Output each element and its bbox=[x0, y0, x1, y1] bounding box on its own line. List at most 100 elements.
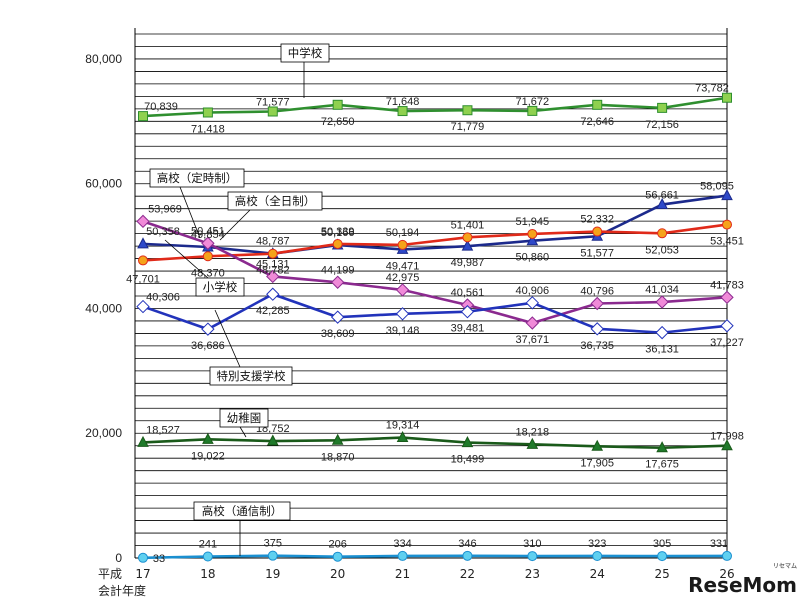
callout-leader bbox=[214, 309, 241, 368]
data-label: 37,227 bbox=[710, 337, 744, 349]
data-label: 71,577 bbox=[256, 96, 290, 108]
data-point bbox=[396, 430, 409, 443]
data-point bbox=[201, 322, 215, 336]
series-name-label: 小学校 bbox=[203, 280, 238, 294]
data-point bbox=[527, 228, 538, 239]
callout-leader bbox=[239, 426, 247, 438]
data-label: 36,735 bbox=[580, 340, 614, 352]
data-point bbox=[462, 232, 473, 243]
x-tick-label: 18 bbox=[200, 567, 215, 581]
data-point bbox=[266, 434, 279, 446]
data-point bbox=[722, 219, 732, 230]
x-tick-label: 26 bbox=[719, 567, 734, 581]
data-point bbox=[332, 238, 343, 249]
watermark-sub: リセマム bbox=[773, 563, 797, 570]
data-label: 375 bbox=[264, 538, 282, 550]
data-label: 52,053 bbox=[645, 244, 679, 256]
callout-leader bbox=[219, 209, 251, 241]
data-point bbox=[267, 248, 278, 259]
data-label: 310 bbox=[523, 538, 541, 550]
data-label: 73,782 bbox=[695, 83, 729, 95]
series-name-label: 高校（通信制） bbox=[202, 504, 283, 518]
series-line bbox=[142, 96, 728, 118]
data-label: 18,499 bbox=[451, 454, 485, 466]
data-label: 45,131 bbox=[256, 258, 290, 270]
callout-box bbox=[219, 408, 269, 428]
data-point bbox=[330, 310, 345, 324]
data-label: 17,998 bbox=[710, 431, 744, 443]
data-point bbox=[722, 550, 732, 561]
data-point bbox=[461, 239, 474, 251]
data-label: 72,650 bbox=[321, 116, 355, 128]
data-label: 71,648 bbox=[386, 96, 420, 108]
x-tick-label: 21 bbox=[395, 567, 410, 581]
data-point bbox=[395, 307, 410, 321]
data-point bbox=[526, 437, 539, 449]
data-point bbox=[592, 550, 603, 561]
data-label: 40,906 bbox=[516, 285, 550, 297]
data-point bbox=[266, 269, 280, 284]
data-label: 71,779 bbox=[451, 121, 485, 133]
data-label: 42,285 bbox=[256, 305, 290, 317]
data-point bbox=[138, 552, 148, 563]
data-label: 18,218 bbox=[516, 426, 550, 438]
data-label: 48,782 bbox=[256, 265, 290, 277]
data-label: 19,022 bbox=[191, 450, 225, 462]
data-label: 19,314 bbox=[386, 420, 420, 432]
data-label: 49,471 bbox=[386, 260, 420, 272]
data-label: 52,332 bbox=[580, 214, 614, 226]
data-label: 51,577 bbox=[580, 247, 614, 259]
data-label: 36,686 bbox=[191, 340, 225, 352]
data-label: 71,418 bbox=[191, 123, 225, 135]
data-label: 72,156 bbox=[645, 119, 679, 131]
data-point bbox=[331, 433, 344, 445]
data-label: 305 bbox=[653, 538, 671, 550]
data-point bbox=[721, 189, 733, 201]
data-label: 40,796 bbox=[580, 286, 614, 298]
x-tick-label: 17 bbox=[135, 567, 150, 581]
callout-box bbox=[209, 366, 293, 386]
data-label: 49,854 bbox=[191, 229, 225, 241]
data-label: 51,401 bbox=[451, 219, 485, 231]
data-label: 40,306 bbox=[146, 292, 180, 304]
watermark-main: ReseMom bbox=[688, 573, 797, 597]
data-label: 56,661 bbox=[645, 190, 679, 202]
series-line bbox=[142, 220, 728, 325]
data-point bbox=[267, 550, 278, 561]
data-point bbox=[202, 251, 213, 262]
data-label: 334 bbox=[393, 538, 411, 550]
data-point bbox=[655, 325, 669, 340]
data-label: 71,672 bbox=[516, 96, 550, 108]
callout-box bbox=[193, 501, 291, 521]
data-point bbox=[460, 305, 475, 319]
data-label: 40,561 bbox=[451, 287, 485, 299]
data-point bbox=[525, 316, 540, 330]
data-point bbox=[330, 275, 345, 289]
callout-box bbox=[227, 191, 323, 211]
data-label: 41,783 bbox=[710, 279, 744, 291]
data-point bbox=[462, 105, 473, 116]
data-point bbox=[332, 551, 343, 562]
data-label: 38,609 bbox=[321, 328, 355, 340]
x-axis-label: 会計年度 bbox=[98, 583, 146, 598]
data-label: 50,166 bbox=[321, 227, 355, 239]
data-point bbox=[395, 283, 410, 297]
data-label: 50,339 bbox=[321, 226, 355, 238]
data-point bbox=[332, 99, 343, 110]
data-label: 323 bbox=[588, 538, 606, 550]
data-label: 41,034 bbox=[645, 284, 679, 296]
data-point bbox=[720, 290, 734, 305]
data-label: 53,451 bbox=[710, 236, 744, 248]
data-point bbox=[721, 439, 733, 451]
data-label: 50,451 bbox=[191, 225, 225, 237]
x-tick-label: 23 bbox=[525, 567, 540, 581]
data-point bbox=[397, 106, 408, 117]
data-point bbox=[267, 106, 278, 117]
data-point bbox=[656, 197, 668, 210]
series-name-label: 特別支援学校 bbox=[217, 369, 286, 383]
data-point bbox=[722, 92, 732, 103]
data-label: 48,787 bbox=[256, 236, 290, 248]
series-line bbox=[142, 292, 728, 334]
